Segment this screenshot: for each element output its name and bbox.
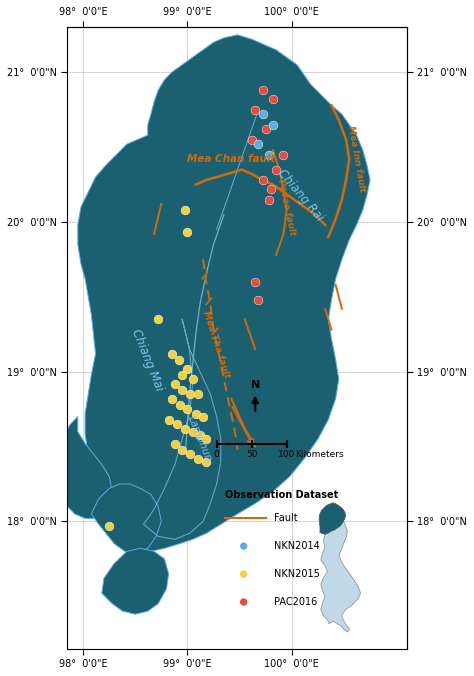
Text: Chiang Rai: Chiang Rai — [275, 166, 326, 224]
Point — [269, 119, 277, 130]
Text: Mea Chan fault: Mea Chan fault — [187, 154, 275, 164]
Point — [186, 389, 193, 400]
Point — [252, 276, 259, 287]
Text: Kilometers: Kilometers — [295, 450, 344, 458]
Point — [105, 521, 113, 531]
Point — [273, 164, 280, 175]
Point — [265, 194, 273, 205]
Text: Lamphun: Lamphun — [186, 414, 214, 464]
Point — [182, 423, 189, 434]
Point — [176, 400, 184, 410]
Text: 100: 100 — [278, 450, 295, 458]
Point — [196, 429, 204, 440]
Point — [252, 104, 259, 115]
Point — [259, 84, 266, 95]
Point — [267, 184, 275, 195]
Point — [155, 314, 162, 324]
Point — [259, 174, 266, 185]
Point — [178, 369, 186, 380]
Point — [202, 433, 210, 444]
Text: Chiang Mai: Chiang Mai — [129, 327, 166, 393]
Point — [280, 149, 287, 160]
Point — [259, 109, 266, 120]
Point — [202, 456, 210, 467]
Polygon shape — [78, 35, 370, 552]
Text: Pavao fault: Pavao fault — [276, 178, 297, 236]
Point — [186, 449, 193, 460]
Point — [192, 408, 200, 419]
Point — [171, 438, 179, 449]
Point — [175, 354, 183, 365]
Text: N: N — [251, 380, 260, 389]
Text: 50: 50 — [246, 450, 258, 458]
Point — [248, 135, 256, 145]
Text: 0: 0 — [214, 450, 219, 458]
Point — [262, 124, 270, 135]
Text: Mea Tha fault: Mea Tha fault — [201, 310, 232, 379]
Point — [194, 453, 201, 464]
Point — [165, 414, 173, 425]
Point — [265, 149, 273, 160]
Point — [269, 94, 277, 105]
Polygon shape — [91, 484, 161, 554]
Text: Mea Inn fault: Mea Inn fault — [346, 125, 367, 193]
Point — [189, 374, 196, 385]
Point — [178, 384, 186, 395]
Polygon shape — [57, 416, 112, 518]
Point — [183, 404, 191, 414]
Point — [168, 348, 175, 359]
Point — [194, 389, 201, 400]
Point — [182, 205, 189, 216]
Point — [199, 411, 207, 422]
Point — [255, 139, 262, 149]
Point — [168, 393, 175, 404]
Point — [189, 426, 196, 437]
Point — [183, 227, 191, 238]
Point — [171, 379, 179, 389]
Point — [183, 363, 191, 374]
Point — [173, 418, 181, 429]
Point — [255, 295, 262, 306]
Polygon shape — [102, 548, 169, 614]
Point — [178, 444, 186, 455]
